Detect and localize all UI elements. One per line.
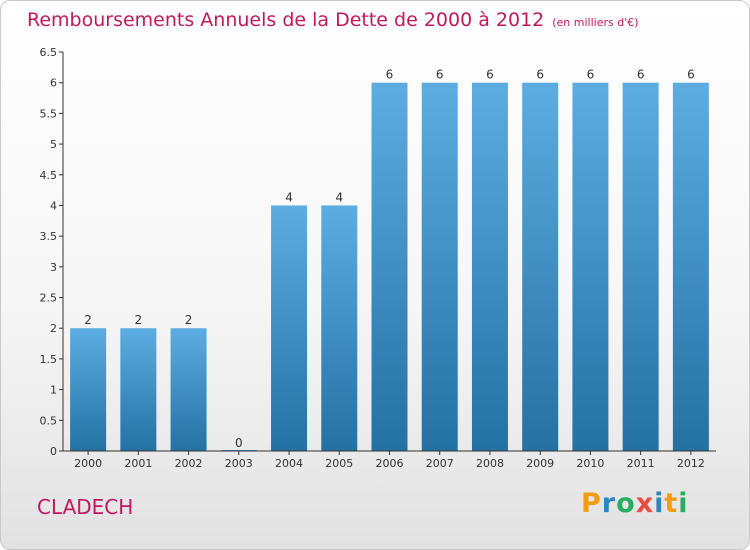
logo-letter: r	[601, 488, 617, 519]
data-label: 6	[386, 68, 394, 82]
data-label: 0	[235, 436, 243, 450]
x-tick-label: 2009	[526, 457, 554, 470]
logo-letter: t	[664, 488, 679, 519]
bars-group	[70, 82, 709, 451]
data-label: 4	[285, 190, 293, 204]
x-tick-label: 2005	[325, 457, 353, 470]
y-tick-label: 6.5	[40, 46, 58, 59]
data-label: 6	[687, 68, 695, 82]
y-tick-label: 2	[50, 322, 57, 335]
data-label: 2	[135, 313, 143, 327]
y-tick-label: 3.5	[40, 230, 58, 243]
y-tick-label: 0	[50, 445, 57, 458]
logo-letter: P	[581, 488, 602, 519]
y-tick-label: 4	[50, 199, 57, 212]
bar	[120, 328, 157, 451]
x-tick-label: 2006	[376, 457, 404, 470]
data-label: 2	[185, 313, 193, 327]
logo-letter: i	[654, 488, 665, 519]
x-tick-label: 2011	[627, 457, 655, 470]
x-tick-label: 2007	[426, 457, 454, 470]
logo-letter: x	[635, 488, 655, 519]
data-label: 6	[536, 68, 544, 82]
data-label: 6	[486, 68, 494, 82]
bar	[421, 82, 458, 451]
x-tick-label: 2001	[124, 457, 152, 470]
x-tick-label: 2004	[275, 457, 303, 470]
proxiti-logo: Proxiti	[581, 488, 689, 519]
x-tick-label: 2000	[74, 457, 102, 470]
bar	[622, 82, 659, 451]
y-tick-label: 5	[50, 138, 57, 151]
data-label: 2	[84, 313, 92, 327]
bar	[271, 205, 308, 451]
bar	[672, 82, 709, 451]
x-tick-label: 2003	[225, 457, 253, 470]
y-tick-label: 0.5	[40, 414, 58, 427]
chart-title: Remboursements Annuels de la Dette de 20…	[27, 9, 639, 31]
y-tick-label: 6	[50, 77, 57, 90]
axes-group	[59, 51, 716, 455]
x-tick-label: 2008	[476, 457, 504, 470]
data-label: 4	[335, 190, 343, 204]
bar	[371, 82, 408, 451]
x-tick-label: 2002	[175, 457, 203, 470]
bar	[321, 205, 358, 451]
labels-group: 2 2000 2 2001 2 2002 0 2003 4 2004 4 2005 6 2006 6 2007…	[40, 46, 705, 470]
y-tick-label: 3	[50, 261, 57, 274]
x-tick-label: 2012	[677, 457, 705, 470]
place-name: CLADECH	[37, 495, 134, 519]
bar	[522, 82, 559, 451]
y-tick-label: 5.5	[40, 107, 58, 120]
bar	[572, 82, 609, 451]
bar	[170, 328, 207, 451]
x-tick-label: 2010	[576, 457, 604, 470]
y-tick-label: 1	[50, 384, 57, 397]
bar	[471, 82, 508, 451]
chart-unit: (en milliers d'€)	[552, 16, 639, 29]
y-tick-label: 2.5	[40, 292, 58, 305]
logo-letter: i	[678, 488, 689, 519]
data-label: 6	[436, 68, 444, 82]
data-label: 6	[637, 68, 645, 82]
logo-letter: o	[616, 488, 636, 519]
data-label: 6	[587, 68, 595, 82]
chart-title-text: Remboursements Annuels de la Dette de 20…	[27, 9, 545, 31]
y-tick-label: 1.5	[40, 353, 58, 366]
bar	[70, 328, 107, 451]
y-tick-label: 4.5	[40, 169, 58, 182]
